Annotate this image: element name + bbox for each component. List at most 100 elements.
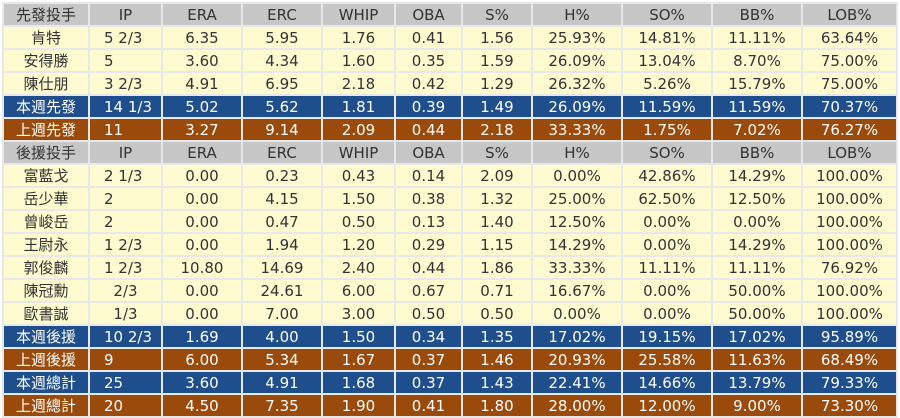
stat-cell: 76.27% xyxy=(801,117,898,142)
stat-cell: 0.00% xyxy=(621,209,713,234)
stat-cell: 26.09% xyxy=(531,48,623,73)
stat-cell: 0.00% xyxy=(531,301,623,326)
stat-cell: 8.70% xyxy=(711,48,803,73)
stat-cell: 1.32 xyxy=(461,186,533,211)
stat-cell: 0.38 xyxy=(394,186,463,211)
stat-cell: 1.67 xyxy=(321,347,396,372)
pitcher-row: 陳冠勳 2/3 0.00 24.61 6.00 0.67 0.71 16.67% 0.00% 50… xyxy=(2,278,898,303)
stat-cell: 11.11% xyxy=(711,255,803,280)
row-label: 上週總計 xyxy=(2,393,90,418)
stat-cell: 0.41 xyxy=(394,25,463,50)
stat-cell: 1.49 xyxy=(461,94,533,119)
stat-cell: 12.00% xyxy=(621,393,713,418)
last-week-summary-row: 上週後援 9 6.00 5.34 1.67 0.37 1.46 20.93% 25.58% 11.… xyxy=(2,347,898,372)
stat-cell: 13.79% xyxy=(711,370,803,395)
stat-cell: 0.50 xyxy=(394,301,463,326)
stat-cell: 5.26% xyxy=(621,71,713,96)
stat-cell: 11.63% xyxy=(711,347,803,372)
stat-cell: 0.37 xyxy=(394,347,463,372)
stat-cell: 0.00% xyxy=(621,301,713,326)
last-week-summary-row: 上週先發 11 3.27 9.14 2.09 0.44 2.18 33.33% 1.75% 7.0… xyxy=(2,117,898,142)
stat-cell: 13.04% xyxy=(621,48,713,73)
stat-cell: 0.35 xyxy=(394,48,463,73)
column-header: H% xyxy=(531,140,623,165)
stat-cell: 9.14 xyxy=(241,117,323,142)
column-header: IP xyxy=(88,2,163,27)
row-label: 本週總計 xyxy=(2,370,90,395)
stat-cell: 0.44 xyxy=(394,117,463,142)
stat-cell: 70.37% xyxy=(801,94,898,119)
stat-cell: 100.00% xyxy=(801,232,898,257)
stat-cell: 1.40 xyxy=(461,209,533,234)
section-header: 後援投手 xyxy=(2,140,90,165)
stat-cell: 100.00% xyxy=(801,301,898,326)
row-label: 本週後援 xyxy=(2,324,90,349)
stat-cell: 3.27 xyxy=(161,117,243,142)
stat-cell: 4.50 xyxy=(161,393,243,418)
row-label: 上週先發 xyxy=(2,117,90,142)
stat-cell: 2 xyxy=(88,186,163,211)
stat-cell: 1 2/3 xyxy=(88,255,163,280)
header-row: 先發投手 IP ERA ERC WHIP OBA S% H% SO% BB% LOB% xyxy=(2,2,898,27)
header-row: 後援投手 IP ERA ERC WHIP OBA S% H% SO% BB% LOB% xyxy=(2,140,898,165)
stat-cell: 25.58% xyxy=(621,347,713,372)
pitcher-row: 歐書誠 1/3 0.00 7.00 3.00 0.50 0.50 0.00% 0.00% 50.0… xyxy=(2,301,898,326)
stat-cell: 19.15% xyxy=(621,324,713,349)
column-header: ERC xyxy=(241,2,323,27)
stat-cell: 11.59% xyxy=(711,94,803,119)
row-label: 安得勝 xyxy=(2,48,90,73)
stat-cell: 25 xyxy=(88,370,163,395)
stat-cell: 3 2/3 xyxy=(88,71,163,96)
column-header: IP xyxy=(88,140,163,165)
stat-cell: 1.43 xyxy=(461,370,533,395)
stat-cell: 14.29% xyxy=(711,232,803,257)
stat-cell: 10.80 xyxy=(161,255,243,280)
stat-cell: 100.00% xyxy=(801,186,898,211)
stat-cell: 1.50 xyxy=(321,324,396,349)
section-header: 先發投手 xyxy=(2,2,90,27)
stat-cell: 1.86 xyxy=(461,255,533,280)
column-header: H% xyxy=(531,2,623,27)
stat-cell: 17.02% xyxy=(711,324,803,349)
stat-cell: 2.09 xyxy=(321,117,396,142)
stat-cell: 75.00% xyxy=(801,48,898,73)
row-label: 郭俊麟 xyxy=(2,255,90,280)
stat-cell: 2/3 xyxy=(88,278,163,303)
stat-cell: 28.00% xyxy=(531,393,623,418)
this-week-summary-row: 本週先發 14 1/3 5.02 5.62 1.81 0.39 1.49 26.09% 11.5… xyxy=(2,94,898,119)
stat-cell: 7.35 xyxy=(241,393,323,418)
stat-cell: 0.44 xyxy=(394,255,463,280)
pitcher-row: 陳仕朋 3 2/3 4.91 6.95 2.18 0.42 1.29 26.32% 5.26% 1… xyxy=(2,71,898,96)
stat-cell: 0.00 xyxy=(161,301,243,326)
stat-cell: 0.37 xyxy=(394,370,463,395)
row-label: 肯特 xyxy=(2,25,90,50)
stat-cell: 26.32% xyxy=(531,71,623,96)
stat-cell: 5.62 xyxy=(241,94,323,119)
stat-cell: 5.95 xyxy=(241,25,323,50)
stat-cell: 20.93% xyxy=(531,347,623,372)
stat-cell: 5.02 xyxy=(161,94,243,119)
pitcher-row: 富藍戈 2 1/3 0.00 0.23 0.43 0.14 2.09 0.00% 42.86% 1… xyxy=(2,163,898,188)
column-header: BB% xyxy=(711,2,803,27)
stat-cell: 6.95 xyxy=(241,71,323,96)
stat-cell: 25.93% xyxy=(531,25,623,50)
stat-cell: 1.35 xyxy=(461,324,533,349)
stat-cell: 5 xyxy=(88,48,163,73)
stat-cell: 1.29 xyxy=(461,71,533,96)
stat-cell: 11 xyxy=(88,117,163,142)
stat-cell: 1.80 xyxy=(461,393,533,418)
stat-cell: 9.00% xyxy=(711,393,803,418)
stat-cell: 1.56 xyxy=(461,25,533,50)
stat-cell: 100.00% xyxy=(801,278,898,303)
stat-cell: 50.00% xyxy=(711,278,803,303)
stat-cell: 2.40 xyxy=(321,255,396,280)
stat-cell: 100.00% xyxy=(801,209,898,234)
stat-cell: 3.60 xyxy=(161,370,243,395)
row-label: 上週後援 xyxy=(2,347,90,372)
stat-cell: 1.75% xyxy=(621,117,713,142)
stat-cell: 6.00 xyxy=(161,347,243,372)
stat-cell: 1.59 xyxy=(461,48,533,73)
stat-cell: 0.29 xyxy=(394,232,463,257)
